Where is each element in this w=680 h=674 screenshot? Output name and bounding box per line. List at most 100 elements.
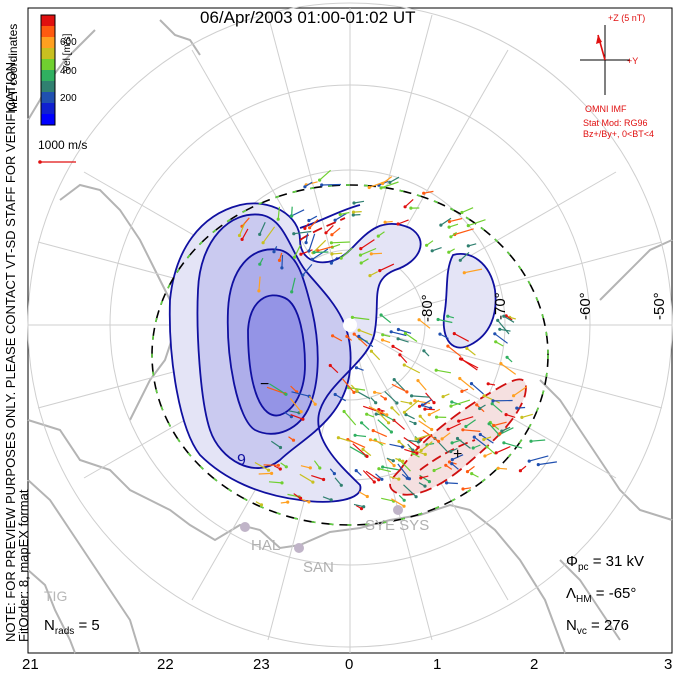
velocity-vector xyxy=(377,419,392,433)
velocity-vector xyxy=(321,183,341,186)
velocity-vector xyxy=(299,473,314,483)
velocity-vector xyxy=(332,335,343,342)
velocity-vector xyxy=(331,241,350,244)
velocity-vector xyxy=(538,461,557,466)
velocity-vector xyxy=(448,223,459,228)
velocity-vector xyxy=(382,176,393,184)
velocity-vector xyxy=(273,465,281,470)
velocity-vector xyxy=(452,454,464,461)
latitude-label: -80° xyxy=(419,294,436,322)
velocity-vector xyxy=(377,231,385,237)
velocity-vector xyxy=(397,338,409,343)
velocity-vector xyxy=(419,474,430,483)
velocity-vector xyxy=(329,365,339,374)
velocity-vector xyxy=(330,256,338,264)
velocity-vector xyxy=(491,403,503,413)
velocity-vector xyxy=(484,452,493,457)
velocity-vector xyxy=(291,391,310,397)
velocity-vector xyxy=(291,277,296,293)
mlt-tick: 0 xyxy=(345,656,354,673)
velocity-vector xyxy=(352,316,370,321)
velocity-vector xyxy=(530,439,546,442)
velocity-vector xyxy=(450,399,471,407)
phi-subscript: pc xyxy=(577,562,589,573)
velocity-vector xyxy=(266,386,286,395)
velocity-vector xyxy=(293,230,312,235)
velocity-vector xyxy=(293,244,301,258)
velocity-vector xyxy=(386,457,394,462)
velocity-vector xyxy=(309,218,319,229)
velocity-vector xyxy=(473,436,489,449)
velocity-vector xyxy=(358,335,374,348)
potential-contours xyxy=(168,202,527,503)
velocity-vector xyxy=(334,477,342,486)
velocity-vector xyxy=(338,437,351,442)
velocity-vector xyxy=(370,350,381,361)
velocity-vector xyxy=(361,422,370,431)
velocity-vector xyxy=(360,239,375,250)
velocity-vector xyxy=(259,257,264,265)
velocity-vector xyxy=(317,245,334,252)
velocity-vector xyxy=(505,315,513,321)
velocity-vector xyxy=(468,243,477,247)
velocity-vector xyxy=(305,233,309,243)
velocity-vector xyxy=(409,420,416,425)
velocity-vector xyxy=(429,408,441,416)
velocity-vector xyxy=(382,339,391,344)
velocity-vector xyxy=(516,406,526,409)
colorbar-swatch xyxy=(41,114,55,126)
velocity-vector xyxy=(506,356,513,363)
velocity-vector xyxy=(381,413,395,422)
velocity-vector xyxy=(407,443,414,451)
colorbar-swatch xyxy=(41,70,55,82)
velocity-vector xyxy=(352,443,368,457)
velocity-vector xyxy=(500,363,517,375)
velocity-vector xyxy=(358,491,368,498)
velocity-vector xyxy=(368,406,388,416)
map-title: 06/Apr/2003 01:00-01:02 UT xyxy=(200,8,416,27)
velocity-vector xyxy=(447,422,462,430)
nrads-stat: Nrads = 5 xyxy=(44,617,100,637)
velocity-vector xyxy=(259,222,266,235)
velocity-vector xyxy=(392,345,403,353)
velocity-vector xyxy=(389,443,403,448)
velocity-vector xyxy=(325,224,334,234)
velocity-vector xyxy=(467,465,475,473)
velocity-vector xyxy=(334,212,347,221)
station-label: SYE SYS xyxy=(365,517,430,534)
velocity-vector xyxy=(284,411,292,418)
velocity-vector xyxy=(471,473,479,478)
colorbar-swatch xyxy=(41,92,55,104)
velocity-vector xyxy=(493,421,507,427)
imf-clock xyxy=(580,25,630,95)
velocity-vector xyxy=(375,410,390,424)
velocity-vector xyxy=(459,378,475,391)
colorbar-swatch xyxy=(41,81,55,93)
velocity-vector xyxy=(513,386,528,397)
velocity-vector xyxy=(238,223,246,236)
velocity-vector xyxy=(488,383,496,386)
velocity-vector xyxy=(494,333,508,344)
mlt-tick: 22 xyxy=(157,656,174,673)
velocity-vector xyxy=(291,209,305,217)
velocity-vector xyxy=(353,211,362,213)
velocity-vector xyxy=(331,252,343,255)
velocity-vector xyxy=(446,482,458,485)
velocity-vector xyxy=(412,452,420,458)
velocity-vector xyxy=(393,379,406,391)
velocity-vector xyxy=(395,457,404,462)
velocity-vector xyxy=(497,320,510,335)
velocity-vector xyxy=(505,414,516,418)
velocity-vector xyxy=(398,494,405,501)
phi-symbol: Φ xyxy=(566,553,578,570)
velocity-vector xyxy=(509,316,516,320)
velocity-vector xyxy=(451,439,462,444)
velocity-vector xyxy=(442,393,450,398)
velocity-vector xyxy=(407,439,419,443)
velocity-vector xyxy=(458,416,474,422)
velocity-vector xyxy=(288,410,300,414)
velocity-vector xyxy=(503,442,523,449)
velocity-vector xyxy=(418,319,431,329)
nvc-stat: Nvc = 276 xyxy=(566,617,629,637)
